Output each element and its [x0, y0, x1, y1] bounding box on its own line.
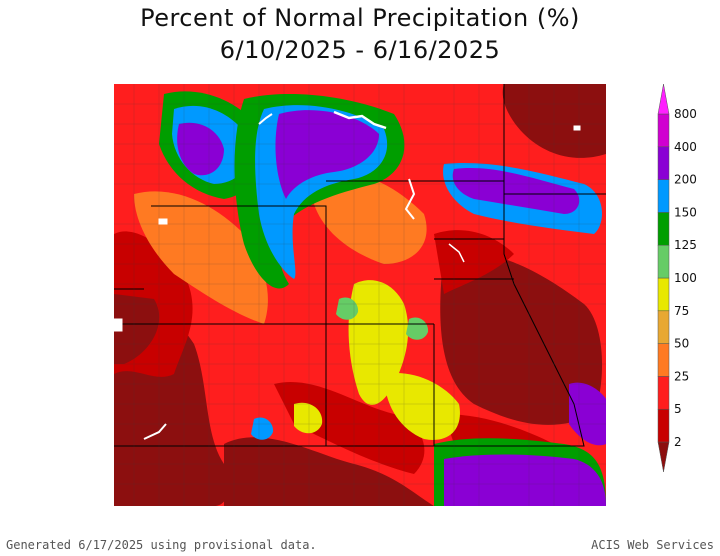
spot-blue-1 [251, 417, 274, 440]
region-central-orange [134, 191, 268, 324]
spot-green-2 [406, 317, 429, 340]
legend-label: 50 [674, 337, 689, 351]
map-title: Percent of Normal Precipitation (%) [140, 4, 580, 32]
precipitation-map [114, 84, 606, 506]
county-lines [114, 84, 606, 506]
legend-swatch [657, 277, 670, 312]
legend-swatch [657, 376, 670, 410]
legend-label: 400 [674, 140, 697, 154]
legend-swatch [657, 310, 670, 344]
legend-label: 800 [674, 107, 697, 121]
legend-swatch [657, 146, 670, 180]
water-bodies [114, 110, 581, 440]
region-northeast-purple [452, 168, 580, 214]
legend-arrow-high [657, 83, 670, 115]
region-east-red [434, 230, 514, 294]
spot-green-1 [336, 297, 359, 320]
legend-arrow-low [657, 441, 670, 473]
region-northwest-purple [177, 122, 224, 176]
state-borders [114, 84, 606, 447]
legend-label: 100 [674, 271, 697, 285]
region-north-central-purple [275, 110, 379, 199]
legend-label: 200 [674, 173, 697, 187]
region-southeast-purple [444, 454, 606, 506]
region-far-west-dark [114, 294, 160, 364]
legend-swatch [657, 343, 670, 377]
region-south-dark [224, 437, 434, 506]
legend-swatch [657, 179, 670, 213]
date-range-title: 6/10/2025 - 6/16/2025 [219, 36, 501, 64]
credit-label: ACIS Web Services [591, 538, 714, 552]
legend-swatch [657, 244, 670, 279]
region-east-dark [440, 252, 603, 425]
legend-label: 2 [674, 435, 682, 449]
spot-yellow-1 [294, 402, 323, 434]
legend-label: 5 [674, 402, 682, 416]
legend-swatch [657, 212, 670, 246]
legend-label: 150 [674, 205, 697, 219]
region-northeast-dark [502, 84, 606, 158]
legend-label: 125 [674, 238, 697, 252]
legend-label: 75 [674, 304, 689, 318]
legend-swatch [657, 113, 670, 148]
region-north-orange [314, 171, 427, 264]
region-south-central-yellow [384, 373, 460, 440]
legend-label: 25 [674, 369, 689, 383]
region-east-edge-purple [569, 382, 606, 446]
generated-note: Generated 6/17/2025 using provisional da… [6, 538, 317, 552]
legend-swatch [657, 408, 670, 443]
